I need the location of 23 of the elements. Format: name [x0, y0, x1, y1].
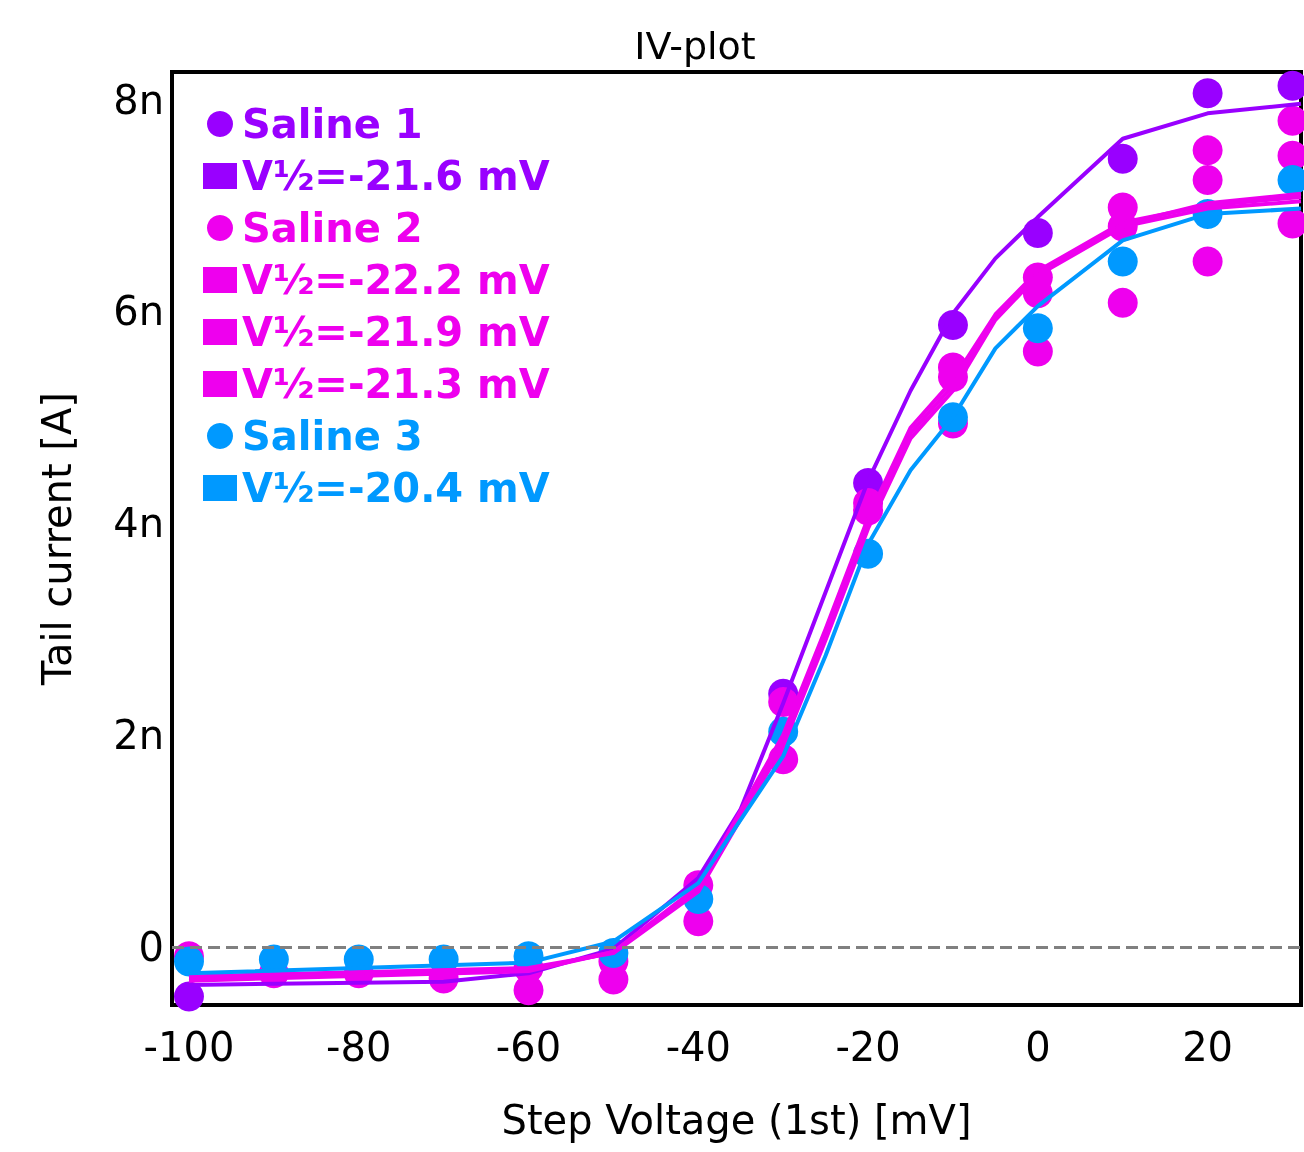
- legend-label: Saline 2: [242, 205, 423, 251]
- chart-title: IV-plot: [634, 24, 756, 68]
- y-tick-label: 0: [138, 923, 164, 970]
- legend-label: Saline 1: [242, 101, 423, 147]
- legend-label: Saline 3: [242, 413, 423, 459]
- x-tick-label: -60: [495, 1024, 562, 1070]
- x-tick-label: 0: [1025, 1024, 1051, 1070]
- legend-label: V½=-21.3 mV: [242, 361, 550, 407]
- legend-label: V½=-20.4 mV: [242, 465, 550, 511]
- y-tick-label: 4n: [113, 500, 164, 547]
- legend-label: V½=-21.6 mV: [242, 153, 550, 199]
- x-tick-label: -100: [143, 1024, 235, 1070]
- x-tick-label: -20: [835, 1024, 901, 1070]
- x-tick-label: -80: [326, 1024, 392, 1070]
- x-tick-label: 20: [1182, 1024, 1234, 1070]
- legend-label: V½=-21.9 mV: [242, 309, 550, 355]
- y-axis-title: Tail current [A]: [34, 392, 80, 686]
- y-tick-label: 8n: [113, 76, 164, 123]
- y-tick-label: 6n: [113, 288, 164, 335]
- y-tick-label: 2n: [113, 711, 164, 758]
- x-tick-label: -40: [665, 1024, 731, 1070]
- legend-label: V½=-22.2 mV: [242, 257, 550, 303]
- x-axis-title: Step Voltage (1st) [mV]: [501, 1097, 972, 1143]
